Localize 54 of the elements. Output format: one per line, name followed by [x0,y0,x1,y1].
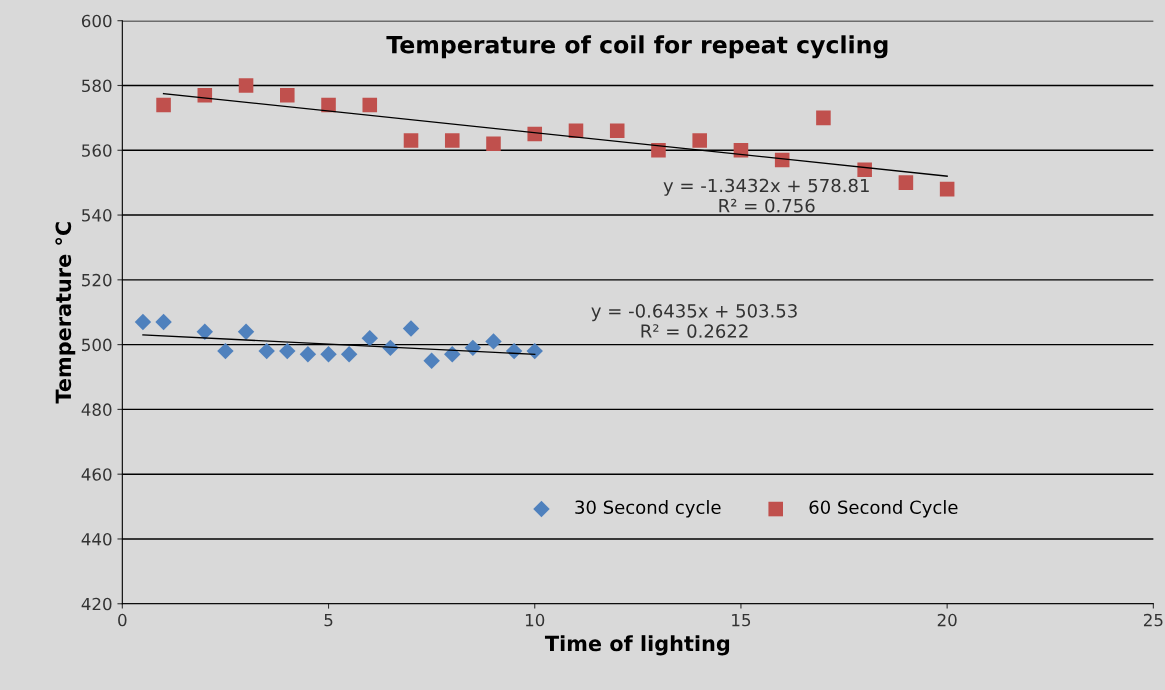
point [320,346,337,363]
y-tick-label: 420 [81,597,112,611]
point [609,123,625,139]
point [486,136,501,152]
point [444,133,460,148]
text: Temperature of coil for repeat cycling [386,35,888,59]
point [321,97,336,113]
point [299,346,317,363]
point [361,329,378,347]
y-tick-label: 480 [81,403,112,416]
y-tick-label: 440 [81,532,112,546]
y-tick-label: 580 [82,79,112,93]
point [156,97,171,113]
point [898,175,914,190]
point [651,142,666,158]
x-axis-title: Time of lighting [544,635,730,656]
point [816,110,831,126]
annotation: y = -0.6435x + 503.53 R² = 0.2622 [591,304,797,338]
point [134,313,152,331]
point [403,133,419,148]
x-tick-label: 25 [1143,613,1163,627]
y-tick-label: 500 [82,338,112,352]
x-tick-label: 5 [324,613,333,627]
x-tick-label: 10 [525,613,545,627]
y-tick-label: 600 [81,14,112,28]
annotation: y = -1.3432x + 578.81 R² = 0.756 [663,178,869,213]
point [423,352,440,370]
legend-label: 30 Second cycle [575,500,721,518]
point [464,339,482,357]
point [939,181,955,197]
x-tick-label: 0 [118,613,127,627]
x-tick-label: 15 [732,613,751,627]
point [238,78,254,93]
point [217,342,234,360]
point [280,87,295,103]
y-tick-label: 560 [82,144,112,157]
point [237,323,255,340]
point [258,342,275,360]
legend-label: 60 Second Cycle [809,500,958,518]
y-tick-label: 520 [82,273,112,287]
x-tick-label: 20 [937,613,957,627]
point [340,346,358,363]
point [444,346,461,363]
y-tick-label: 460 [81,468,112,481]
point [692,133,707,148]
y-tick-label: 540 [82,209,112,222]
point [196,323,214,340]
y-axis-title: Temperature °C [55,222,76,404]
point [526,342,543,360]
point [279,342,296,360]
point [402,320,420,337]
point [362,97,378,113]
point [155,313,172,331]
point [485,333,502,350]
